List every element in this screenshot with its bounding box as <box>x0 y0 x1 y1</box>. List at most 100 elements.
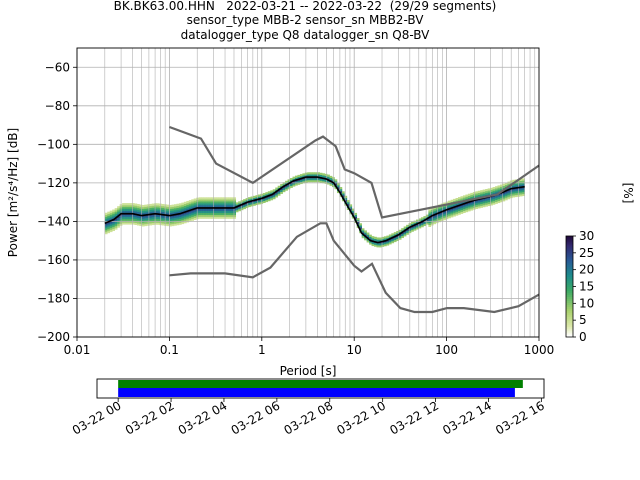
psd-cell <box>280 183 283 187</box>
psd-cell <box>198 210 202 214</box>
psd-cell <box>211 208 214 212</box>
psd-cell <box>171 212 175 215</box>
psd-cell <box>196 201 199 204</box>
colorbar-tick-label: 20 <box>579 263 594 277</box>
colorbar-tick-label: 30 <box>579 229 594 243</box>
psd-cell <box>290 178 293 181</box>
psd-cell <box>193 211 197 215</box>
psd-cell <box>117 215 120 219</box>
psd-cell <box>112 213 115 216</box>
psd-cell <box>169 216 172 219</box>
psd-cell <box>282 186 286 189</box>
psd-cell <box>458 197 461 200</box>
psd-cell <box>127 206 130 210</box>
psd-cell <box>327 180 330 183</box>
psd-cell <box>445 211 449 214</box>
psd-cell <box>292 180 296 183</box>
psd-cell <box>314 178 318 181</box>
psd-cell <box>176 221 180 224</box>
colorbar-cell <box>566 292 573 295</box>
psd-cell <box>117 217 120 220</box>
psd-cell <box>218 203 222 206</box>
colorbar-cell <box>566 306 573 310</box>
psd-cell <box>107 213 111 216</box>
psd-cell <box>475 195 479 198</box>
psd-cell <box>376 245 380 248</box>
psd-cell <box>136 204 140 207</box>
psd-cell <box>267 191 271 194</box>
psd-cell <box>191 201 195 204</box>
psd-cell <box>443 208 446 211</box>
psd-cell <box>354 214 358 218</box>
psd-cell <box>460 209 464 212</box>
psd-cell <box>475 191 479 194</box>
psd-cell <box>425 222 429 225</box>
psd-cell <box>287 185 291 188</box>
psd-cell <box>396 231 400 234</box>
psd-cell <box>218 201 222 204</box>
psd-cell <box>201 197 204 200</box>
psd-cell <box>438 208 442 211</box>
psd-cell <box>139 223 143 227</box>
psd-cell <box>319 180 323 183</box>
psd-cell <box>233 199 237 202</box>
psd-cell <box>477 190 481 193</box>
psd-cell <box>519 188 523 191</box>
psd-cell <box>149 211 153 214</box>
psd-cell <box>378 243 382 246</box>
psd-cell <box>374 238 377 241</box>
psd-cell <box>497 200 501 204</box>
psd-cell <box>495 201 498 204</box>
psd-cell <box>107 225 111 228</box>
psd-cell <box>109 216 113 219</box>
psd-cell <box>161 203 165 207</box>
psd-cell <box>144 204 148 207</box>
colorbar-cell <box>566 272 573 275</box>
psd-cell <box>127 208 130 212</box>
psd-cell <box>277 191 281 194</box>
psd-cell <box>346 202 350 205</box>
psd-cell <box>411 223 414 226</box>
psd-cell <box>248 204 251 208</box>
psd-cell <box>381 236 385 240</box>
psd-cell <box>173 211 177 215</box>
psd-cell <box>522 182 525 185</box>
psd-cell <box>354 216 358 219</box>
psd-cell <box>164 217 167 221</box>
psd-cell <box>186 206 190 209</box>
psd-cell <box>218 205 222 208</box>
psd-cell <box>151 203 155 206</box>
psd-cell <box>250 202 254 205</box>
psd-cell <box>401 233 404 237</box>
psd-cell <box>144 210 148 213</box>
colorbar-cell <box>566 254 573 257</box>
psd-cell <box>161 215 165 218</box>
colorbar-cell <box>566 294 573 297</box>
psd-cell <box>497 195 501 198</box>
psd-cell <box>178 218 182 221</box>
psd-cell <box>467 207 471 210</box>
psd-cell <box>499 186 503 189</box>
psd-cell <box>277 189 281 192</box>
psd-cell <box>485 192 488 196</box>
psd-cell <box>458 212 461 215</box>
psd-cell <box>504 182 508 185</box>
psd-cell <box>144 221 148 225</box>
psd-cell <box>482 204 486 208</box>
psd-cell <box>292 182 296 185</box>
psd-cell <box>183 201 187 205</box>
psd-cell <box>317 174 320 177</box>
psd-cell <box>507 193 511 196</box>
psd-cell <box>334 183 338 186</box>
psd-cell <box>228 197 232 200</box>
psd-cell <box>356 218 360 221</box>
psd-cell <box>393 234 397 237</box>
psd-cell <box>482 201 486 204</box>
psd-cell <box>173 215 177 218</box>
psd-cell <box>391 239 395 242</box>
psd-cell <box>129 203 133 206</box>
colorbar-cell <box>566 312 573 316</box>
psd-cell <box>512 183 516 186</box>
psd-cell <box>141 224 145 227</box>
